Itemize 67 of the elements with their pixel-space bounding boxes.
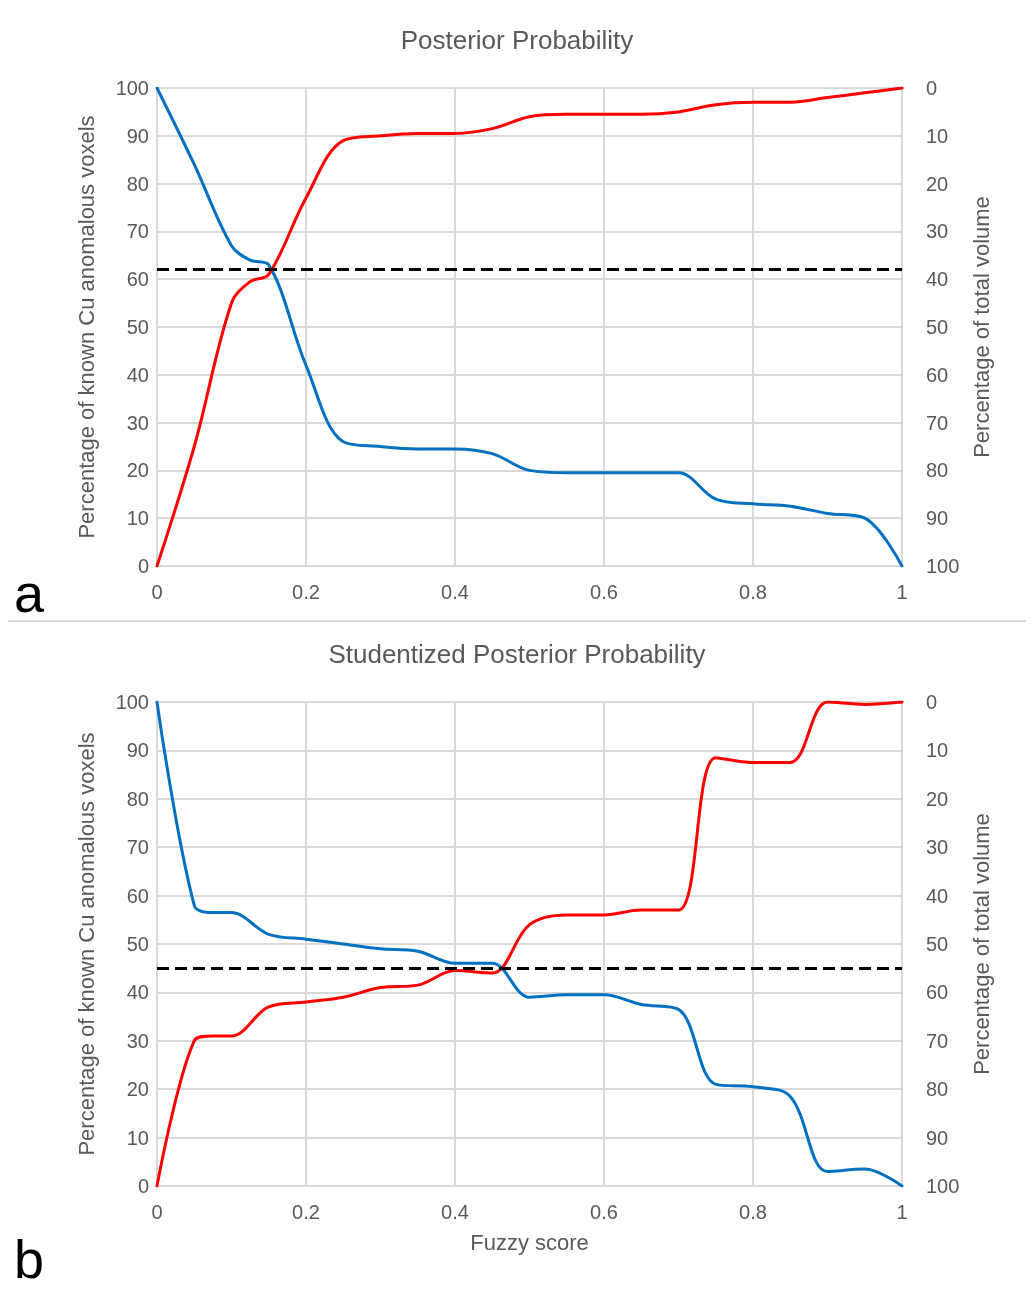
y2-tick-label: 30 — [926, 836, 949, 859]
x-tick-label: 0.8 — [739, 1201, 767, 1223]
y-tick-label: 10 — [126, 507, 149, 530]
y-tick-label: 90 — [126, 124, 149, 147]
y-axis-title: Percentage of known Cu anomalous voxels — [73, 732, 99, 1156]
y-tick-label: 0 — [137, 555, 149, 577]
y2-tick-label: 10 — [926, 739, 949, 762]
y-tick-label: 20 — [126, 459, 149, 482]
y2-tick-label: 70 — [926, 1029, 949, 1052]
x-tick-label: 0 — [151, 581, 163, 603]
y2-tick-label: 80 — [926, 1078, 949, 1101]
y-tick-label: 50 — [126, 316, 149, 338]
y-tick-label: 0 — [137, 1175, 149, 1197]
y-tick-label: 60 — [126, 268, 149, 291]
y-tick-label: 40 — [126, 981, 149, 1004]
y2-tick-label: 100 — [926, 1175, 960, 1197]
x-tick-label: 0 — [151, 1201, 163, 1223]
x-tick-label: 0.6 — [590, 581, 618, 603]
y2-tick-label: 40 — [926, 884, 949, 907]
y-axis-title: Percentage of known Cu anomalous voxels — [73, 115, 99, 539]
y2-tick-label: 0 — [926, 691, 938, 713]
y-tick-label: 20 — [126, 1078, 149, 1101]
y2-tick-label: 60 — [926, 363, 949, 386]
y-tick-label: 50 — [126, 933, 149, 955]
y2-tick-label: 100 — [926, 555, 960, 577]
y2-axis-title: Percentage of total volume — [968, 196, 994, 458]
y-tick-label: 30 — [126, 411, 149, 434]
y-tick-label: 90 — [126, 739, 149, 762]
y2-tick-label: 20 — [926, 787, 949, 810]
y2-tick-label: 20 — [926, 172, 949, 195]
x-tick-label: 0.2 — [292, 581, 320, 603]
x-tick-label: 0.4 — [441, 1201, 469, 1223]
line-series — [155, 86, 904, 568]
y2-tick-label: 80 — [926, 459, 949, 482]
y-tick-label: 70 — [126, 220, 149, 243]
y2-tick-label: 70 — [926, 411, 949, 434]
y2-tick-label: 50 — [926, 316, 949, 338]
y-tick-label: 100 — [115, 691, 149, 713]
y-tick-label: 60 — [126, 884, 149, 907]
y-tick-label: 10 — [126, 1126, 149, 1149]
x-tick-label: 0.6 — [590, 1201, 618, 1223]
y2-tick-label: 60 — [926, 981, 949, 1004]
y-tick-label: 80 — [126, 787, 149, 810]
y-tick-label: 70 — [126, 836, 149, 859]
y2-tick-label: 30 — [926, 220, 949, 243]
y-tick-label: 100 — [115, 77, 149, 99]
chart-title: Posterior Probability — [400, 25, 634, 55]
x-tick-label: 0.4 — [441, 581, 469, 603]
x-tick-label: 1 — [896, 1201, 908, 1223]
y2-tick-label: 90 — [926, 1126, 949, 1149]
y-tick-label: 80 — [126, 172, 149, 195]
y2-tick-label: 0 — [926, 77, 938, 99]
x-tick-label: 0.8 — [739, 581, 767, 603]
x-tick-label: 1 — [896, 581, 908, 603]
y2-tick-label: 10 — [926, 124, 949, 147]
x-tick-label: 0.2 — [292, 1201, 320, 1223]
line-series — [155, 700, 904, 1188]
y2-tick-label: 40 — [926, 268, 949, 291]
y-tick-label: 30 — [126, 1029, 149, 1052]
y2-tick-label: 50 — [926, 933, 949, 955]
text: a — [14, 563, 45, 623]
y-tick-label: 40 — [126, 363, 149, 386]
text: b — [14, 1229, 45, 1289]
chart-title: Studentized Posterior Probability — [328, 639, 706, 669]
y2-axis-title: Percentage of total volume — [968, 813, 994, 1075]
y2-tick-label: 90 — [926, 507, 949, 530]
x-axis-title: Fuzzy score — [470, 1229, 589, 1255]
